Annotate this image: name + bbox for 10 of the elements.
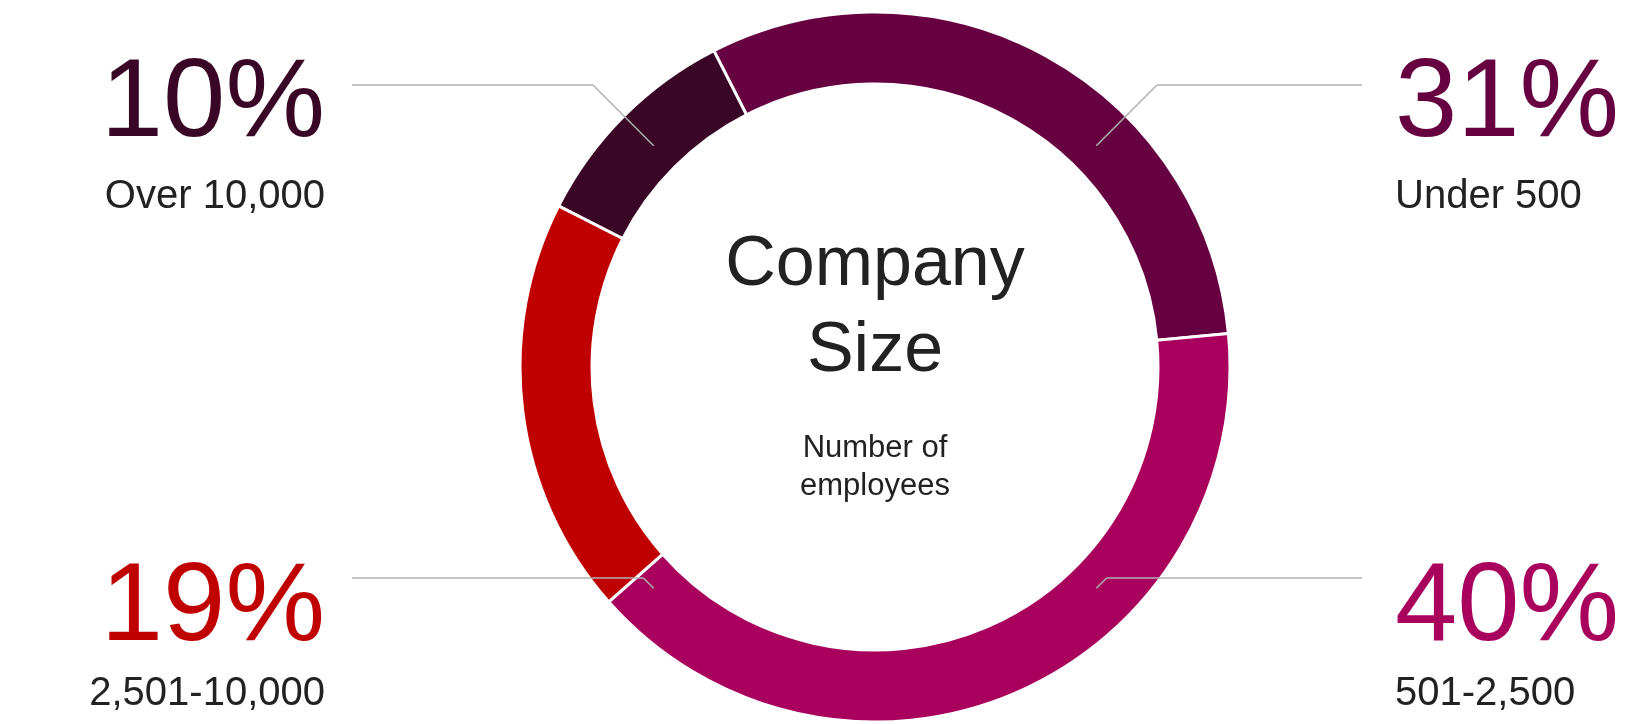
slice-label: 2,501-10,000 (89, 669, 325, 713)
data-label: 40% (1395, 539, 1620, 664)
data-label: 31% (1395, 35, 1620, 160)
text: Number of employees (800, 429, 950, 502)
data-label: 19% (100, 539, 325, 664)
text: Company Size (725, 222, 1025, 386)
slice-label: Under 500 (1395, 172, 1582, 216)
slice-label: 501-2,500 (1395, 669, 1576, 713)
slice-label: Over 10,000 (104, 172, 325, 216)
data-label: 10% (100, 35, 325, 160)
